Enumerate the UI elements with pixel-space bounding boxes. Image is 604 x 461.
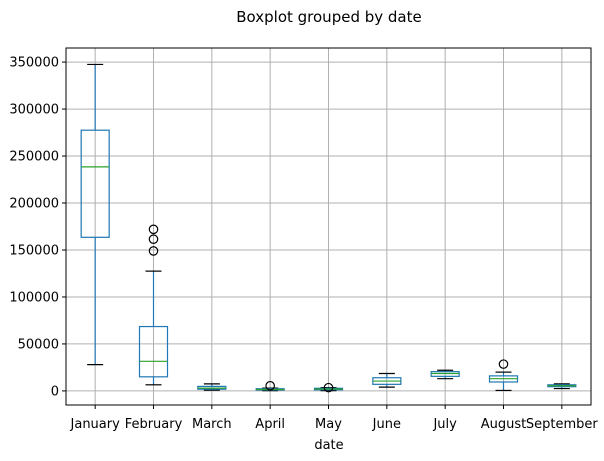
iqr-box <box>138 325 169 378</box>
box-april <box>255 380 285 392</box>
y-tick-label: 50000 <box>18 337 59 352</box>
box-july <box>430 369 460 380</box>
outlier-point <box>148 224 159 235</box>
outlier-point <box>265 380 275 391</box>
y-tick-label: 100000 <box>9 290 59 305</box>
box-may <box>313 382 344 393</box>
y-tick-label: 300000 <box>9 103 59 118</box>
x-tick-label: April <box>255 417 285 432</box>
x-tick-label: March <box>192 417 232 432</box>
outlier-point <box>323 382 334 393</box>
x-tick-label: February <box>125 417 183 432</box>
y-tick-label: 200000 <box>9 197 59 212</box>
y-tick-label: 150000 <box>9 243 59 258</box>
x-tick-label: September <box>526 417 599 432</box>
y-tick-label: 0 <box>51 384 59 399</box>
x-axis-label: date <box>314 438 343 453</box>
grid-layer <box>66 48 591 405</box>
x-axis: January February March April May June July Augu… <box>70 405 599 432</box>
box-march <box>197 383 227 391</box>
box-june <box>372 372 402 388</box>
iqr-box <box>80 129 110 238</box>
x-tick-label: January <box>70 417 121 432</box>
x-tick-label: July <box>432 417 457 432</box>
y-axis: 0 50000 100000 150000 200000 250000 300000 3500… <box>9 56 66 399</box>
y-tick-label: 250000 <box>9 150 59 165</box>
x-tick-label: August <box>481 417 527 432</box>
outlier-point <box>498 359 509 369</box>
chart-title: Boxplot grouped by date <box>236 8 421 26</box>
box-layer <box>80 63 577 393</box>
x-tick-label: June <box>372 417 401 432</box>
outlier-point <box>148 234 159 244</box>
y-tick-label: 350000 <box>9 56 59 71</box>
box-september <box>547 383 577 390</box>
outlier-point <box>148 246 159 256</box>
box-january <box>80 63 110 366</box>
box-february <box>138 224 169 386</box>
box-august <box>488 359 519 392</box>
x-tick-label: May <box>315 417 342 432</box>
